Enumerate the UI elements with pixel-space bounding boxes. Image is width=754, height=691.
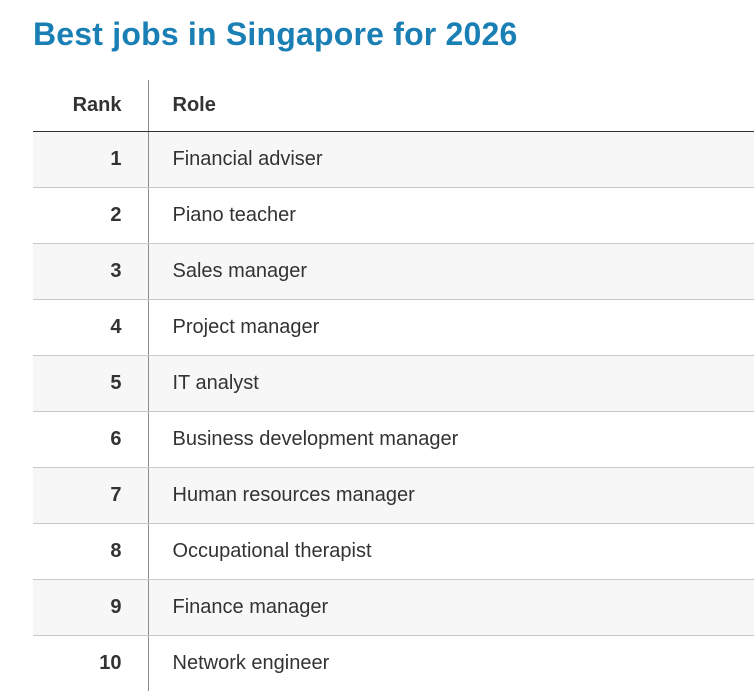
rank-cell: 10 — [33, 636, 148, 691]
table-row: 10 Network engineer — [33, 636, 754, 691]
table-row: 9 Finance manager — [33, 580, 754, 636]
role-cell: Network engineer — [148, 636, 754, 691]
rank-cell: 6 — [33, 412, 148, 468]
role-cell: Occupational therapist — [148, 524, 754, 580]
rank-cell: 7 — [33, 468, 148, 524]
table-row: 1 Financial adviser — [33, 132, 754, 188]
rank-cell: 4 — [33, 300, 148, 356]
table-row: 6 Business development manager — [33, 412, 754, 468]
role-cell: Business development manager — [148, 412, 754, 468]
role-cell: Finance manager — [148, 580, 754, 636]
rank-cell: 8 — [33, 524, 148, 580]
role-column-header: Role — [148, 80, 754, 132]
rank-cell: 3 — [33, 244, 148, 300]
rank-column-header: Rank — [33, 80, 148, 132]
rank-cell: 9 — [33, 580, 148, 636]
table-row: 5 IT analyst — [33, 356, 754, 412]
jobs-table-container: Rank Role 1 Financial adviser 2 Piano te… — [33, 80, 754, 691]
role-cell: Human resources manager — [148, 468, 754, 524]
role-cell: Piano teacher — [148, 188, 754, 244]
table-row: 3 Sales manager — [33, 244, 754, 300]
role-cell: IT analyst — [148, 356, 754, 412]
rank-cell: 2 — [33, 188, 148, 244]
role-cell: Sales manager — [148, 244, 754, 300]
table-row: 4 Project manager — [33, 300, 754, 356]
jobs-table: Rank Role 1 Financial adviser 2 Piano te… — [33, 80, 754, 691]
table-row: 2 Piano teacher — [33, 188, 754, 244]
role-cell: Project manager — [148, 300, 754, 356]
table-row: 7 Human resources manager — [33, 468, 754, 524]
rank-cell: 1 — [33, 132, 148, 188]
table-row: 8 Occupational therapist — [33, 524, 754, 580]
rank-cell: 5 — [33, 356, 148, 412]
role-cell: Financial adviser — [148, 132, 754, 188]
page-title: Best jobs in Singapore for 2026 — [33, 14, 518, 54]
table-header-row: Rank Role — [33, 80, 754, 132]
